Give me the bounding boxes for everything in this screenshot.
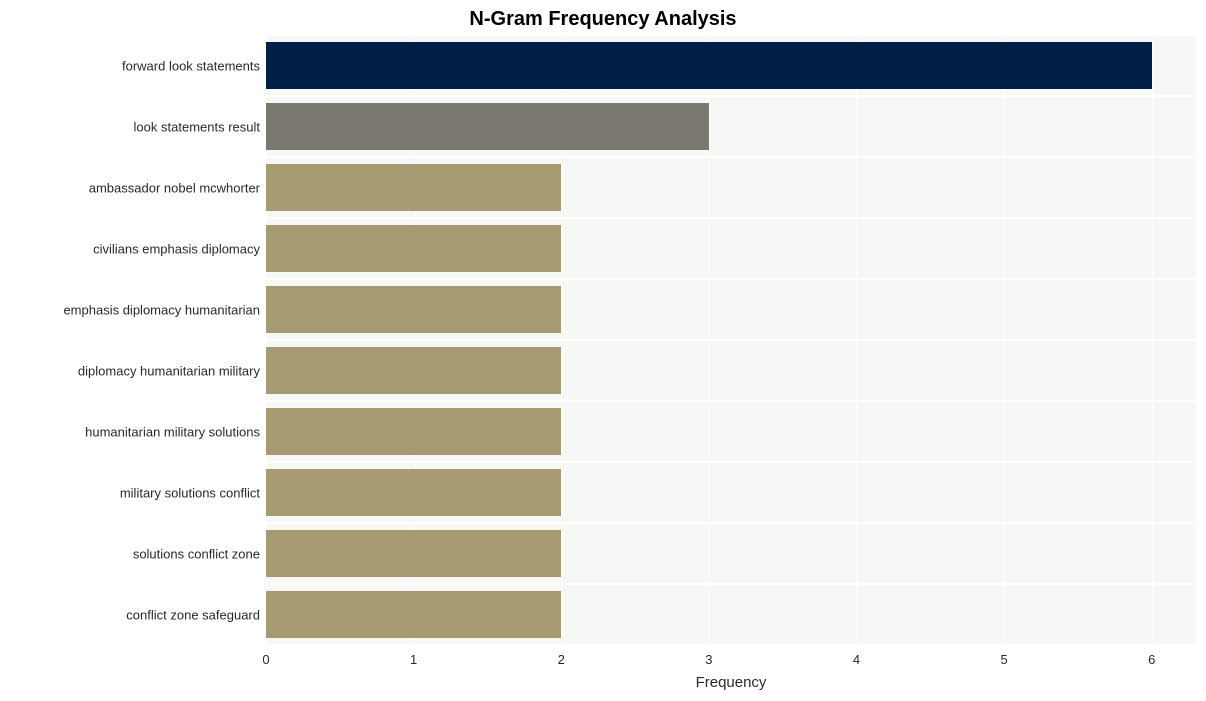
ytick-label: forward look statements — [122, 58, 260, 73]
xtick-label: 1 — [410, 652, 417, 667]
gridline — [1004, 35, 1005, 645]
gridline — [856, 35, 857, 645]
xtick-label: 4 — [853, 652, 860, 667]
plot-area — [266, 35, 1196, 645]
ytick-label: look statements result — [134, 119, 260, 134]
ytick-label: solutions conflict zone — [133, 546, 260, 561]
bar — [266, 225, 561, 273]
ytick-label: diplomacy humanitarian military — [78, 363, 260, 378]
bar — [266, 530, 561, 578]
bar — [266, 591, 561, 639]
bar — [266, 408, 561, 456]
gridline — [1152, 35, 1153, 645]
ytick-label: civilians emphasis diplomacy — [93, 241, 260, 256]
chart-title: N-Gram Frequency Analysis — [0, 8, 1206, 31]
xtick-label: 6 — [1148, 652, 1155, 667]
ytick-label: conflict zone safeguard — [126, 607, 260, 622]
ytick-label: military solutions conflict — [120, 485, 260, 500]
xtick-label: 0 — [262, 652, 269, 667]
bar — [266, 42, 1152, 90]
xtick-label: 5 — [1000, 652, 1007, 667]
bar — [266, 469, 561, 517]
xaxis-label: Frequency — [266, 674, 1196, 691]
ytick-label: emphasis diplomacy humanitarian — [63, 302, 260, 317]
gridline — [709, 35, 710, 645]
bar — [266, 103, 709, 151]
bar — [266, 347, 561, 395]
xtick-label: 3 — [705, 652, 712, 667]
xtick-label: 2 — [558, 652, 565, 667]
ytick-label: humanitarian military solutions — [85, 424, 260, 439]
bar — [266, 286, 561, 334]
bar — [266, 164, 561, 212]
ytick-label: ambassador nobel mcwhorter — [89, 180, 260, 195]
